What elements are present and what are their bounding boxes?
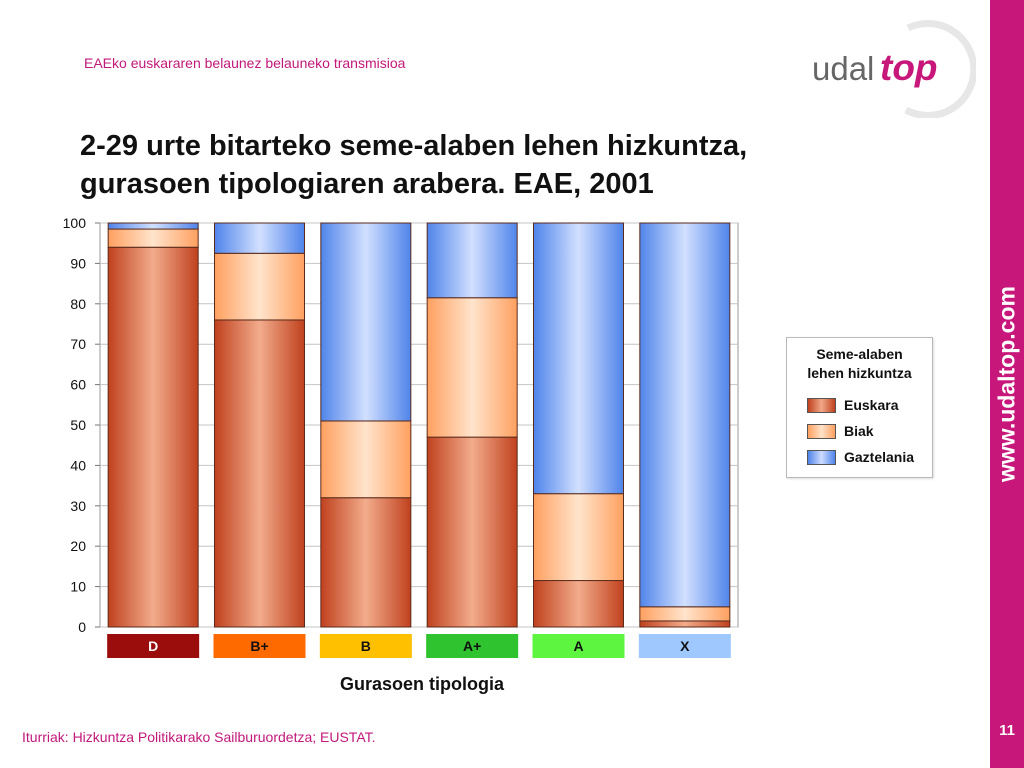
page-number: 11	[999, 722, 1015, 739]
bar-biak-bplus	[214, 252, 305, 321]
bar-gaztelania-b	[320, 222, 412, 422]
logo-text-top: top	[880, 47, 938, 88]
legend-title-line1: Seme-alaben	[816, 346, 903, 362]
bar-biak-x	[639, 606, 731, 622]
legend-label-gaztelania: Gaztelania	[844, 449, 915, 465]
stacked-bar-chart: 0 10 20 30 40 50 60 70 80 90 100 D B+ B A+ A X Gurasoen t…	[63, 215, 739, 694]
bar-euskara-x	[639, 620, 731, 628]
udaltop-logo: udal top	[812, 20, 976, 118]
y-tick-label: 80	[70, 296, 86, 312]
chart-title: 2-29 urte bitarteko seme-alaben lehen hi…	[80, 127, 880, 203]
bar-gaztelania-d	[107, 222, 199, 230]
y-tick-label: 20	[70, 538, 86, 554]
bar-euskara-bplus	[214, 319, 305, 628]
category-box-b	[319, 634, 412, 658]
x-tick-label: X	[680, 638, 690, 654]
bar-gaztelania-x	[639, 222, 731, 608]
y-tick-label: 0	[78, 619, 86, 635]
source-note: Iturriak: Hizkuntza Politikarako Sailbur…	[22, 729, 376, 745]
bar-gaztelania-aplus	[426, 222, 518, 299]
y-tick-label: 60	[70, 377, 86, 393]
logo-text-udal: udal	[812, 50, 874, 87]
bar-gaztelania-bplus	[214, 222, 305, 254]
chart-title-line2: gurasoen tipologiaren arabera. EAE, 2001	[80, 168, 654, 200]
legend-title-line2: lehen hizkuntza	[807, 365, 912, 381]
category-box-a	[532, 634, 625, 658]
category-box-bplus	[213, 634, 306, 658]
y-tick-label: 70	[70, 336, 86, 352]
brand-sidebar	[990, 0, 1024, 768]
x-tick-label: B+	[250, 638, 268, 654]
y-tick-label: 50	[70, 417, 86, 433]
y-tick-label: 90	[70, 255, 86, 271]
chart-title-line1: 2-29 urte bitarteko seme-alaben lehen hi…	[80, 130, 748, 162]
legend-item-biak: Biak	[807, 423, 874, 439]
x-axis-title: Gurasoen tipologia	[340, 674, 505, 694]
legend-item-euskara: Euskara	[807, 397, 898, 413]
bar-euskara-b	[320, 497, 412, 628]
legend-title: Seme-alaben lehen hizkuntza	[787, 345, 932, 383]
chart-legend: Seme-alaben lehen hizkuntza Euskara Biak…	[786, 337, 933, 478]
x-tick-label: A+	[463, 638, 481, 654]
legend-item-gaztelania: Gaztelania	[807, 449, 914, 465]
bar-biak-b	[320, 420, 412, 499]
category-box-aplus	[426, 634, 519, 658]
bar-biak-a	[533, 493, 624, 582]
legend-swatch-euskara	[807, 397, 836, 413]
y-tick-label: 100	[63, 215, 87, 231]
y-tick-label: 30	[70, 498, 86, 514]
legend-swatch-biak	[807, 423, 836, 439]
y-tick-label: 40	[70, 457, 86, 473]
x-tick-label: B	[361, 638, 371, 654]
y-tick-label: 10	[70, 579, 86, 595]
sidebar-url-link[interactable]: www.udaltop.com	[993, 286, 1020, 482]
slide-topline: EAEko euskararen belaunez belauneko tran…	[84, 55, 406, 71]
bar-euskara-aplus	[426, 436, 518, 628]
category-box-x	[638, 634, 731, 658]
bar-euskara-a	[533, 580, 624, 628]
legend-swatch-gaztelania	[807, 449, 836, 465]
x-tick-label: D	[148, 638, 158, 654]
logo-ring	[904, 20, 976, 118]
x-tick-label: A	[573, 638, 583, 654]
legend-label-euskara: Euskara	[844, 397, 899, 413]
legend-label-biak: Biak	[844, 423, 874, 439]
bar-biak-aplus	[426, 297, 518, 438]
category-box-d	[107, 634, 200, 658]
bar-biak-d	[107, 228, 199, 248]
bar-gaztelania-a	[533, 222, 624, 495]
bar-euskara-d	[107, 246, 199, 628]
